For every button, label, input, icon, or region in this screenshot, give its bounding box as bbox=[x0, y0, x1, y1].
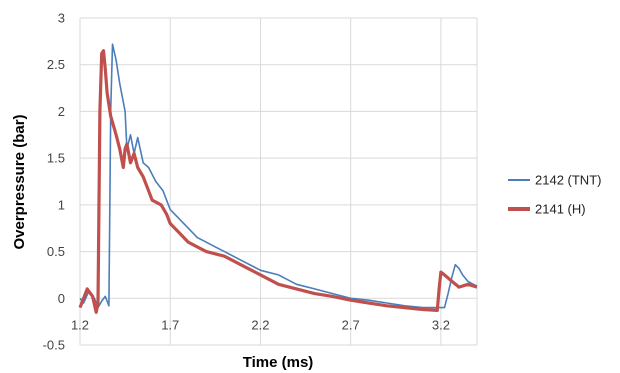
series-lines bbox=[78, 43, 478, 314]
y-tick-label: -0.5 bbox=[43, 338, 65, 353]
series-line-tnt bbox=[79, 43, 478, 309]
y-axis-title: Overpressure (bar) bbox=[11, 114, 28, 249]
y-tick-label: 3 bbox=[58, 11, 65, 26]
y-tick-label: 0.5 bbox=[47, 244, 65, 259]
x-tick-label: 2.2 bbox=[251, 317, 269, 332]
x-tick-label: 2.7 bbox=[342, 317, 360, 332]
x-tick-label: 1.2 bbox=[71, 317, 89, 332]
y-tick-label: 1 bbox=[58, 197, 65, 212]
y-tick-label: 2.5 bbox=[47, 57, 65, 72]
tick-labels: -0.5 0 0.5 1 1.5 2 2.5 3 1.2 1.7 2.2 2.7 3.2 bbox=[43, 11, 450, 353]
legend-label-h: 2141 (H) bbox=[535, 202, 586, 217]
x-tick-label: 1.7 bbox=[161, 317, 179, 332]
x-axis-title: Time (ms) bbox=[243, 354, 314, 371]
y-tick-label: 1.5 bbox=[47, 151, 65, 166]
y-tick-label: 0 bbox=[58, 291, 65, 306]
legend: 2142 (TNT) 2141 (H) bbox=[508, 173, 601, 217]
grid-lines bbox=[79, 17, 478, 346]
legend-label-tnt: 2142 (TNT) bbox=[535, 173, 601, 188]
x-tick-label: 3.2 bbox=[432, 317, 450, 332]
series-line-h bbox=[78, 49, 478, 314]
y-tick-label: 2 bbox=[58, 104, 65, 119]
